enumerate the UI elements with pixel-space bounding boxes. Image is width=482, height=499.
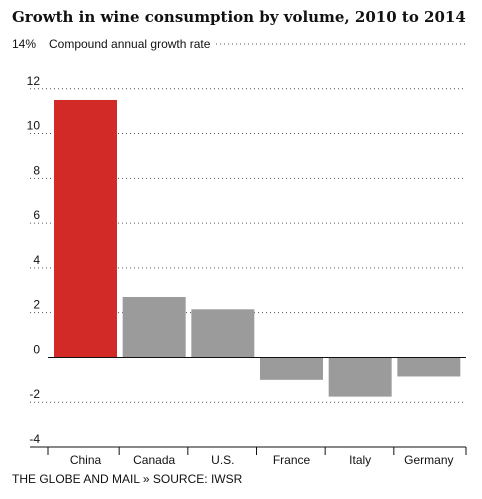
- x-axis: China Canada U.S. France Italy Germany: [30, 356, 467, 467]
- y-tick-top: 14%: [12, 37, 36, 51]
- y-tick-label: 6: [33, 208, 40, 222]
- bar-china: [54, 99, 117, 358]
- bar-us: [191, 309, 255, 358]
- bar-canada: [122, 296, 186, 358]
- y-tick-label: 0: [33, 342, 40, 356]
- y-tick-label: -2: [29, 387, 40, 401]
- y-tick-label: 2: [33, 298, 40, 312]
- x-tick-label: Germany: [404, 453, 453, 467]
- source-credit: THE GLOBE AND MAIL » SOURCE: IWSR: [12, 472, 243, 486]
- y-tick-label: 8: [33, 163, 40, 177]
- bar-france: [260, 357, 323, 380]
- x-tick-label: Italy: [349, 453, 371, 467]
- x-tick-label: France: [273, 453, 311, 467]
- y-axis-label: Compound annual growth rate: [49, 37, 211, 51]
- bar-italy: [328, 357, 392, 397]
- x-tick-label: U.S.: [211, 453, 234, 467]
- x-tick-label: Canada: [133, 453, 175, 467]
- y-axis: -4 -2 0 2 4 6 8 10 12: [27, 74, 41, 446]
- bars: [54, 99, 461, 397]
- bar-germany: [397, 357, 461, 377]
- y-tick-label: 12: [27, 74, 41, 88]
- y-tick-label: 10: [27, 119, 41, 133]
- y-tick-label: -4: [29, 432, 40, 446]
- y-tick-label: 4: [33, 253, 40, 267]
- x-tick-label: China: [70, 453, 102, 467]
- chart-title: Growth in wine consumption by volume, 20…: [12, 8, 466, 26]
